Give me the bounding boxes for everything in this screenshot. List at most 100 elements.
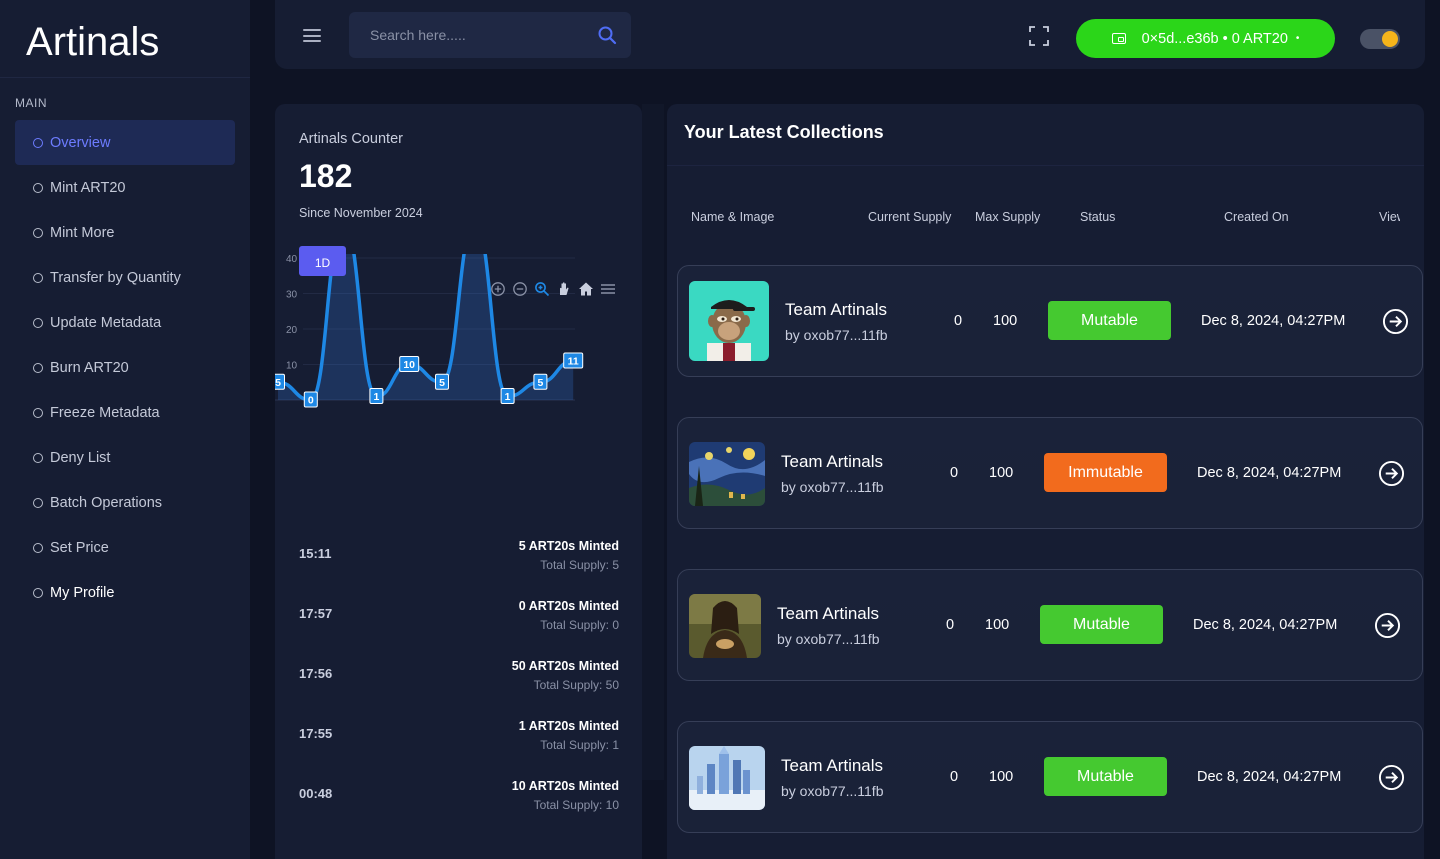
collections-title: Your Latest Collections [667, 104, 1424, 166]
max-supply: 100 [989, 769, 1014, 785]
sidebar-item-label: Batch Operations [50, 494, 163, 511]
chart-menu-icon[interactable] [600, 281, 616, 297]
sidebar-item-batch-operations[interactable]: Batch Operations [15, 480, 235, 525]
circle-icon [33, 137, 43, 148]
topbar: 0×5d...e36b • 0 ART20 • [275, 0, 1425, 69]
range-1d-button[interactable]: 1D [299, 246, 346, 276]
collection-owner: by oxob77...11fb [777, 631, 880, 647]
pan-icon[interactable] [556, 281, 572, 297]
status-badge: Immutable [1044, 453, 1167, 492]
data-label-box [500, 387, 515, 404]
table-row[interactable]: Team Artinals by oxob77...11fb 0 100 Imm… [677, 417, 1423, 529]
wallet-icon [1111, 33, 1126, 44]
search-input[interactable] [370, 27, 597, 43]
sidebar-item-burn[interactable]: Burn ART20 [15, 345, 235, 390]
arrow-right-circle-icon[interactable] [1374, 612, 1401, 639]
collection-name: Team Artinals [777, 604, 880, 623]
y-tick-label: 20 [286, 325, 298, 336]
sidebar-nav: Overview Mint ART20 Mint More Transfer b… [0, 120, 250, 615]
circle-icon [33, 452, 43, 463]
current-supply: 0 [946, 617, 955, 633]
sidebar-item-transfer[interactable]: Transfer by Quantity [15, 255, 235, 300]
search-bar [349, 12, 631, 58]
sidebar-item-deny-list[interactable]: Deny List [15, 435, 235, 480]
sidebar-item-mint-art20[interactable]: Mint ART20 [15, 165, 235, 210]
home-icon[interactable] [578, 281, 594, 297]
created-on: Dec 8, 2024, 04:27PM [1197, 465, 1342, 481]
app-logo[interactable]: Artinals [0, 0, 250, 78]
counter-value: 182 [299, 158, 353, 194]
arrow-right-circle-icon[interactable] [1378, 460, 1405, 487]
current-supply: 0 [954, 313, 963, 329]
mint-chart: 102030405012345678910050501105501511 [275, 254, 584, 408]
column-header-status: Status [1080, 210, 1116, 224]
collection-owner: by oxob77...11fb [781, 479, 884, 495]
circle-icon [33, 317, 43, 328]
zoom-out-icon[interactable] [512, 281, 528, 297]
data-label: 5 [275, 377, 281, 389]
table-row[interactable]: Team Artinals by oxob77...11fb 0 100 Mut… [677, 265, 1423, 377]
wallet-button[interactable]: 0×5d...e36b • 0 ART20 • [1076, 19, 1335, 58]
data-label: 5 [439, 377, 445, 389]
list-item: 00:48 10 ART20s Minted Total Supply: 10 [299, 766, 619, 826]
mint-title: 50 ART20s Minted [511, 659, 619, 673]
collection-name: Team Artinals [781, 452, 884, 471]
max-supply: 100 [985, 617, 1010, 633]
arrow-right-circle-icon[interactable] [1378, 764, 1405, 791]
circle-icon [33, 272, 43, 283]
table-row[interactable]: Team Artinals by oxob77...11fb 0 100 Mut… [677, 721, 1423, 833]
data-label: 5 [537, 377, 543, 389]
mint-time: 17:57 [299, 606, 333, 621]
sidebar-item-my-profile[interactable]: My Profile [15, 570, 235, 615]
wallet-label: 0×5d...e36b • 0 ART20 [1141, 30, 1288, 47]
sidebar-item-set-price[interactable]: Set Price [15, 525, 235, 570]
mint-total-supply: Total Supply: 10 [533, 798, 619, 812]
status-badge: Mutable [1048, 301, 1171, 340]
logo-mark: A [26, 20, 53, 64]
sidebar-item-mint-more[interactable]: Mint More [15, 210, 235, 255]
mint-total-supply: Total Supply: 5 [540, 558, 619, 572]
arrow-right-circle-icon[interactable] [1382, 308, 1409, 335]
collections-card: Your Latest Collections Name & Image Cur… [667, 104, 1424, 859]
column-header-name: Name & Image [691, 210, 775, 224]
counter-title: Artinals Counter [299, 131, 403, 147]
sidebar-item-label: Mint ART20 [50, 179, 126, 196]
menu-icon[interactable] [303, 29, 321, 42]
sidebar-item-update-metadata[interactable]: Update Metadata [15, 300, 235, 345]
mint-activity-list: 15:11 5 ART20s Minted Total Supply: 5 17… [299, 526, 619, 826]
max-supply: 100 [989, 465, 1014, 481]
fullscreen-icon[interactable] [1029, 26, 1049, 46]
y-tick-label: 30 [286, 290, 298, 301]
data-label-box [303, 391, 318, 408]
sidebar-item-label: Overview [50, 134, 111, 151]
theme-toggle[interactable] [1360, 29, 1400, 49]
data-label-box [275, 373, 285, 390]
collection-owner: by oxob77...11fb [781, 783, 884, 799]
sidebar-item-freeze-metadata[interactable]: Freeze Metadata [15, 390, 235, 435]
scrollbar-track[interactable] [642, 104, 664, 780]
mint-title: 1 ART20s Minted [518, 719, 619, 733]
table-row[interactable]: Team Artinals by oxob77...11fb 0 100 Mut… [677, 569, 1423, 681]
column-header-max-supply: Max Supply [975, 210, 1041, 224]
series-area [278, 254, 574, 400]
current-supply: 0 [950, 465, 959, 481]
data-label-box [435, 373, 449, 390]
zoom-select-icon[interactable] [534, 281, 550, 297]
sidebar-item-overview[interactable]: Overview [15, 120, 235, 165]
circle-icon [33, 407, 43, 418]
zoom-in-icon[interactable] [490, 281, 506, 297]
data-label-box [563, 352, 584, 369]
column-header-view: View [1379, 210, 1400, 224]
circle-icon [33, 497, 43, 508]
collection-name: Team Artinals [781, 756, 884, 775]
circle-icon [33, 362, 43, 373]
list-item: 17:55 1 ART20s Minted Total Supply: 1 [299, 706, 619, 766]
mint-time: 17:56 [299, 666, 333, 681]
table-header: Name & Image Current Supply Max Supply S… [667, 210, 1424, 226]
mint-title: 10 ART20s Minted [511, 779, 619, 793]
search-icon[interactable] [597, 25, 617, 45]
y-tick-label: 40 [286, 254, 298, 265]
y-tick-label: 10 [286, 361, 298, 372]
list-item: 17:57 0 ART20s Minted Total Supply: 0 [299, 586, 619, 646]
sidebar-item-label: Mint More [50, 224, 115, 241]
